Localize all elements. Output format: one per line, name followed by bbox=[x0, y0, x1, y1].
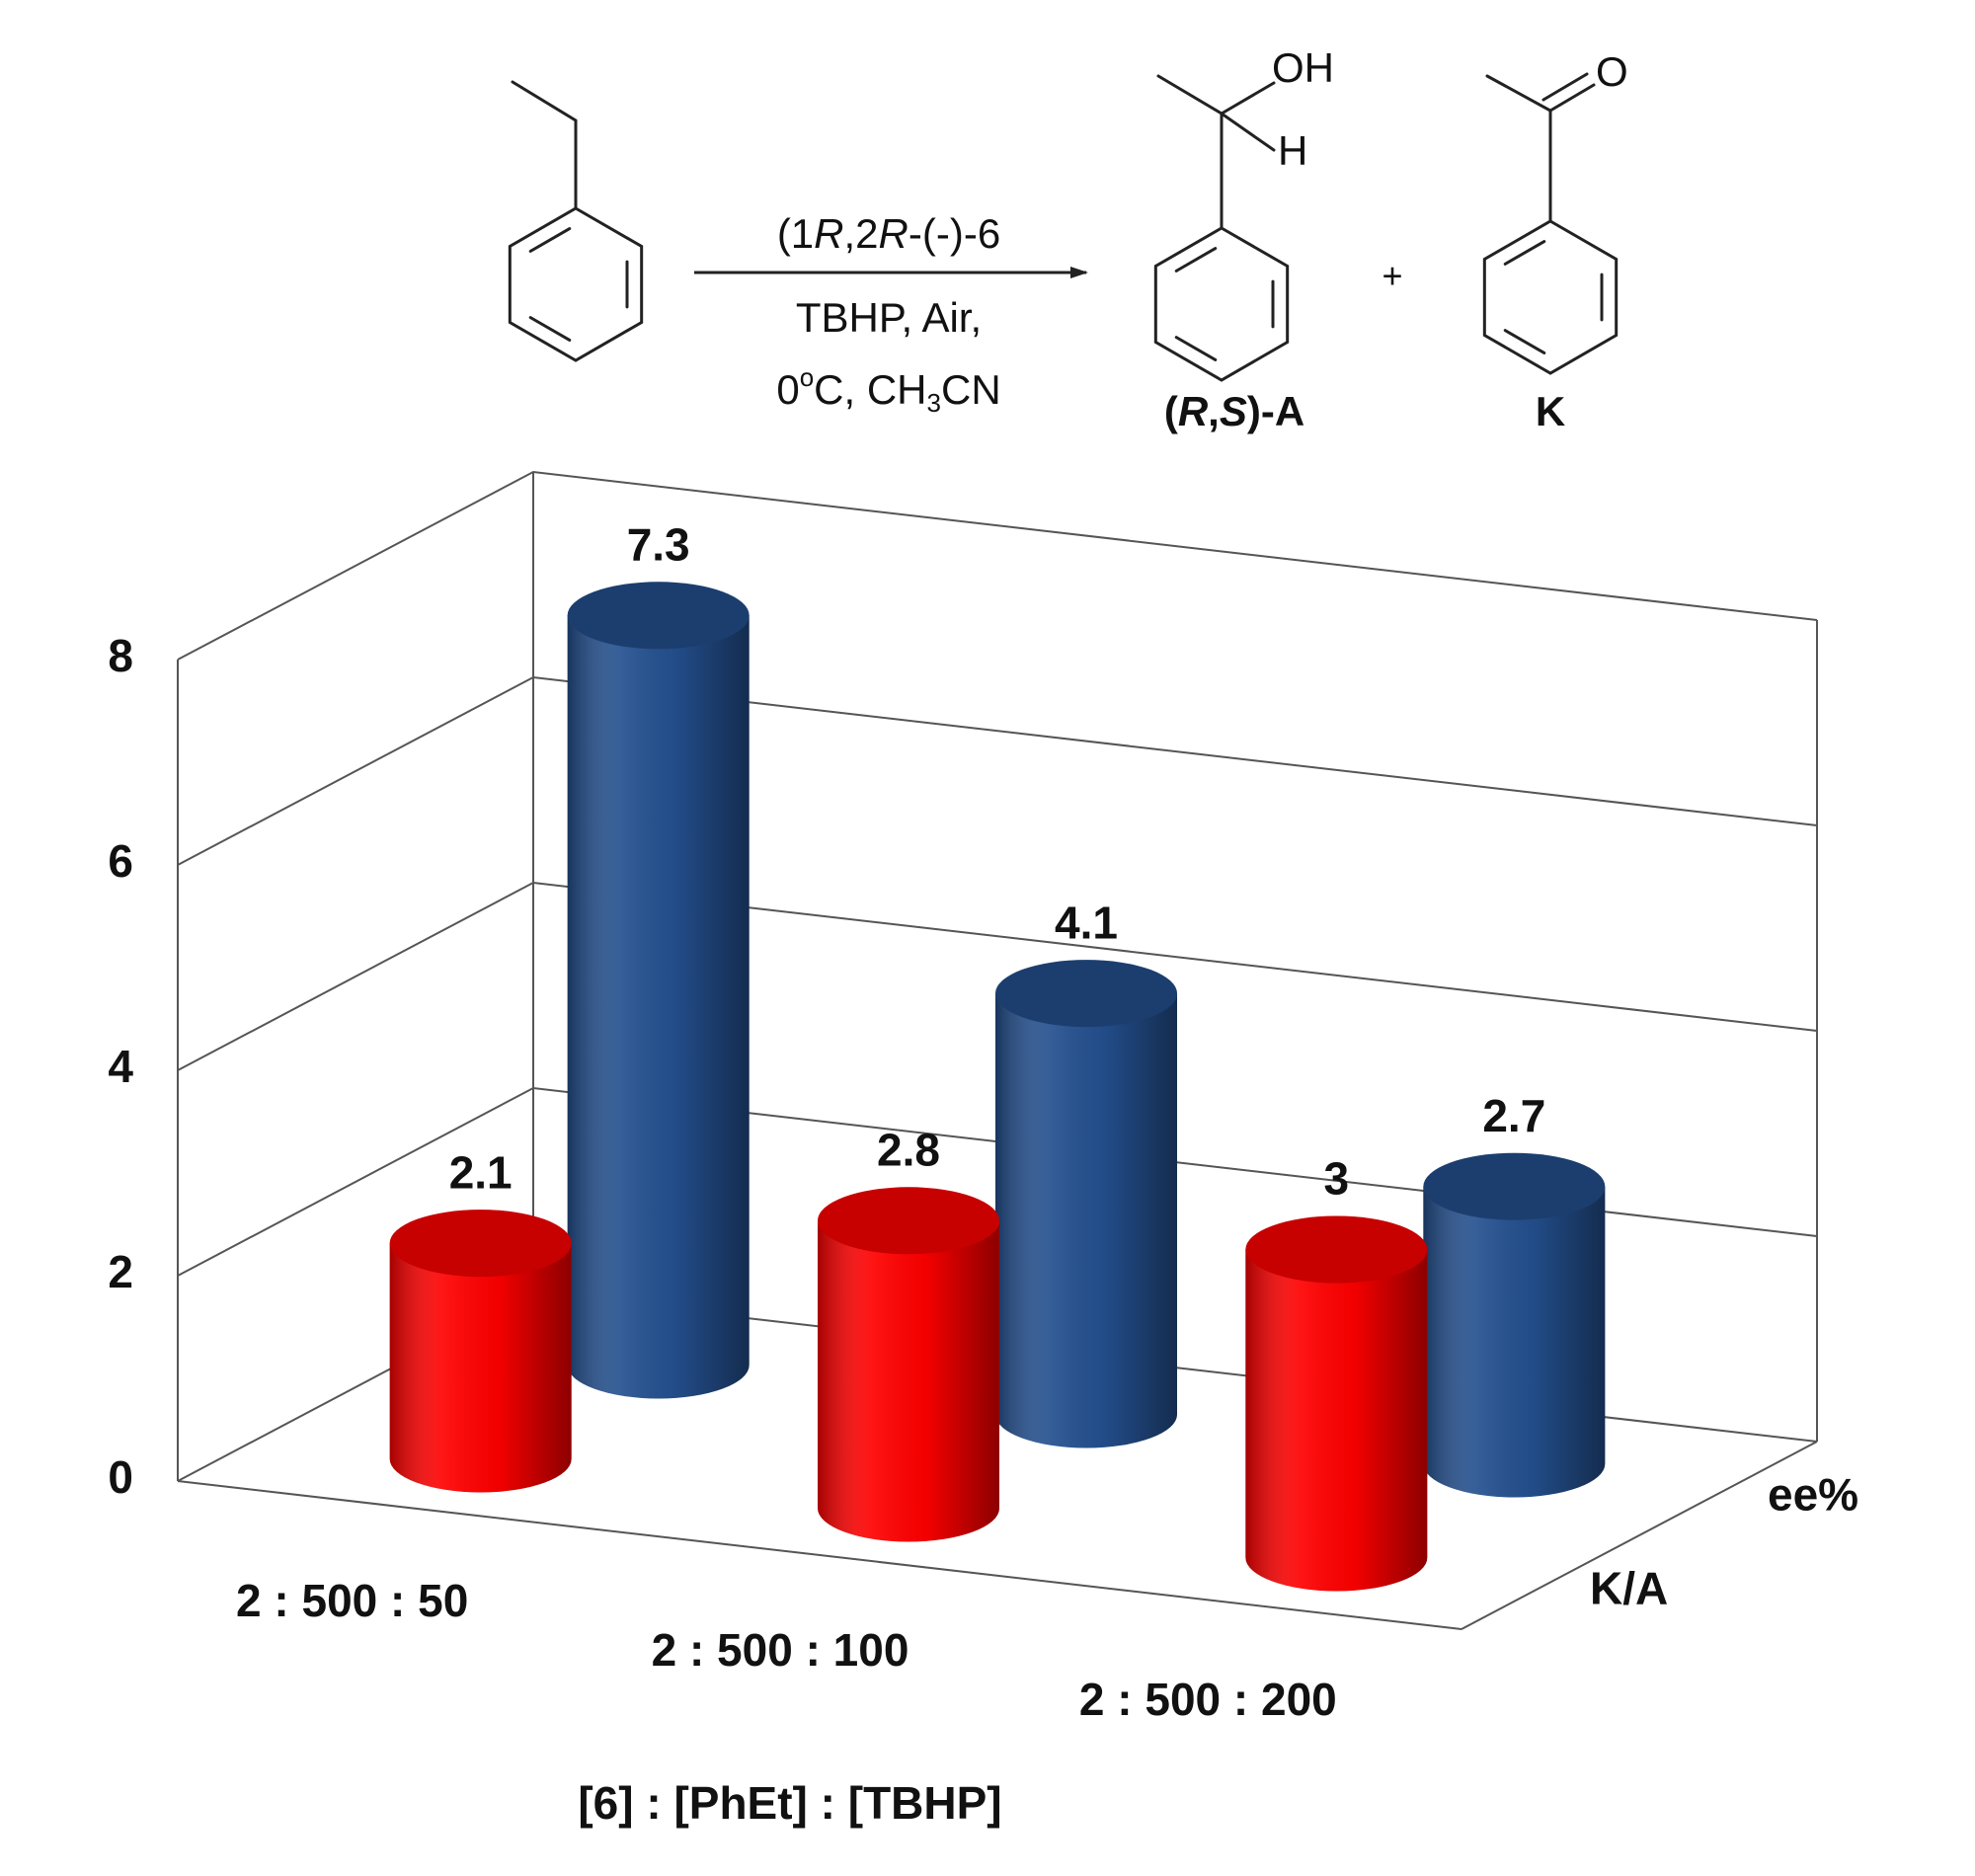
text-run: S bbox=[1220, 388, 1247, 434]
ring-double-bond bbox=[1174, 247, 1218, 273]
ring-double-bond bbox=[1503, 240, 1546, 266]
arrow-head bbox=[1070, 267, 1088, 278]
y-tick-label: 4 bbox=[108, 1041, 133, 1092]
conditions: TBHP, Air, bbox=[796, 294, 982, 341]
data-label: 7.3 bbox=[627, 518, 690, 570]
bar bbox=[995, 960, 1177, 1448]
ring-double-bond bbox=[528, 227, 572, 253]
benzene-ring bbox=[1153, 226, 1290, 382]
bar-top-shade bbox=[389, 1210, 572, 1278]
bar-top bbox=[995, 960, 1177, 1028]
ring-double-bond bbox=[1174, 336, 1218, 361]
compound-label: (R,S)-A bbox=[1164, 388, 1304, 434]
plus-sign: + bbox=[1382, 256, 1402, 296]
benzene-ring bbox=[1482, 219, 1619, 375]
bar-shade bbox=[818, 1220, 999, 1542]
bar-top-shade bbox=[567, 582, 750, 650]
x-axis-title: [6] : [PhEt] : [TBHP] bbox=[578, 1777, 1001, 1829]
bar bbox=[818, 1187, 999, 1542]
text-run: 0 bbox=[776, 366, 799, 413]
co-bond bbox=[1548, 83, 1596, 113]
benzene-ring bbox=[508, 206, 644, 362]
text-run: R bbox=[1178, 388, 1209, 434]
bar bbox=[1245, 1215, 1428, 1592]
bar-top-shade bbox=[1245, 1215, 1428, 1284]
reaction-scheme: (1R,2R-(-)-6 TBHP, Air, 0oC, CH3CN OH H … bbox=[508, 44, 1628, 434]
grid-line bbox=[177, 881, 1818, 1071]
grid-line bbox=[177, 470, 1818, 661]
text-run: ,2 bbox=[844, 210, 879, 257]
floor-edge bbox=[177, 1480, 1462, 1630]
data-label: 2.1 bbox=[449, 1146, 513, 1198]
text-run: CN bbox=[941, 366, 1001, 413]
conditions: 0oC, CH3CN bbox=[776, 362, 1000, 418]
bar-shade bbox=[389, 1243, 572, 1493]
oh-bond bbox=[1220, 81, 1276, 116]
text-run: R bbox=[879, 210, 908, 257]
subscript: 3 bbox=[927, 388, 941, 418]
bar-top bbox=[1423, 1152, 1606, 1220]
text-run: ( bbox=[1164, 388, 1178, 434]
floor-edge bbox=[1461, 1441, 1818, 1630]
bar-top bbox=[1245, 1215, 1428, 1284]
y-tick-label: 6 bbox=[108, 835, 133, 887]
data-label: 2.8 bbox=[877, 1124, 940, 1175]
atom-label: OH bbox=[1272, 44, 1334, 91]
y-tick-label: 8 bbox=[108, 630, 133, 681]
bar-top bbox=[818, 1187, 999, 1255]
text-run: (1 bbox=[777, 210, 814, 257]
y-tick-label: 2 bbox=[108, 1246, 133, 1297]
h-bond bbox=[1220, 112, 1276, 152]
atom-label: H bbox=[1278, 127, 1307, 174]
data-label: 3 bbox=[1324, 1153, 1350, 1205]
data-label: 2.7 bbox=[1482, 1090, 1545, 1141]
reagent: (1R,2R-(-)-6 bbox=[777, 210, 1000, 257]
bar-shade bbox=[567, 615, 750, 1399]
text-run: , bbox=[1208, 388, 1220, 434]
bar-top-shade bbox=[995, 960, 1177, 1028]
text-run: )-A bbox=[1247, 388, 1304, 434]
bar-top bbox=[567, 582, 750, 650]
ring-double-bond bbox=[528, 316, 572, 342]
superscript: o bbox=[800, 362, 814, 392]
bar-shade bbox=[1245, 1249, 1428, 1592]
ethyl-bond bbox=[511, 80, 578, 210]
data-label: 4.1 bbox=[1055, 897, 1118, 948]
bar-top bbox=[389, 1210, 572, 1278]
text-run: R bbox=[814, 210, 843, 257]
bar-shade bbox=[995, 993, 1177, 1448]
legend-label: K/A bbox=[1590, 1563, 1668, 1614]
grid-line bbox=[177, 675, 1818, 866]
text-run: C, CH bbox=[814, 366, 926, 413]
co-double-bond bbox=[1541, 72, 1589, 102]
y-tick-label: 0 bbox=[108, 1451, 133, 1503]
bar bbox=[389, 1210, 572, 1493]
x-tick-label: 2 : 500 : 50 bbox=[236, 1575, 468, 1626]
carbonyl-bond bbox=[1485, 74, 1552, 223]
bar-top-shade bbox=[818, 1187, 999, 1255]
x-tick-label: 2 : 500 : 200 bbox=[1079, 1674, 1337, 1725]
bar-shade bbox=[1423, 1186, 1606, 1498]
chain-bond bbox=[1156, 74, 1224, 230]
text-run: -(-)-6 bbox=[908, 210, 1000, 257]
grid-line bbox=[177, 1086, 1818, 1277]
x-tick-label: 2 : 500 : 100 bbox=[652, 1624, 909, 1676]
atom-label: O bbox=[1596, 48, 1628, 95]
bar-top-shade bbox=[1423, 1152, 1606, 1220]
bar bbox=[567, 582, 750, 1399]
legend-label: ee% bbox=[1768, 1469, 1858, 1521]
ring-double-bond bbox=[1503, 329, 1546, 354]
bar bbox=[1423, 1152, 1606, 1498]
compound-label: K bbox=[1536, 388, 1565, 434]
